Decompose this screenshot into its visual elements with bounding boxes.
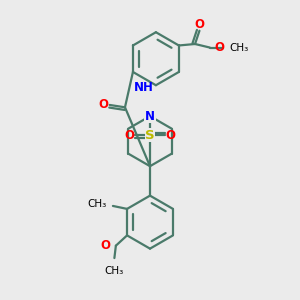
Text: S: S: [145, 129, 155, 142]
Text: CH₃: CH₃: [105, 266, 124, 276]
Text: O: O: [124, 129, 134, 142]
Text: CH₃: CH₃: [230, 43, 249, 52]
Text: O: O: [166, 129, 176, 142]
Text: NH: NH: [134, 81, 154, 94]
Text: N: N: [145, 110, 155, 123]
Text: O: O: [194, 18, 204, 31]
Text: O: O: [100, 239, 111, 252]
Text: CH₃: CH₃: [87, 200, 106, 209]
Text: O: O: [98, 98, 108, 111]
Text: O: O: [214, 41, 224, 54]
